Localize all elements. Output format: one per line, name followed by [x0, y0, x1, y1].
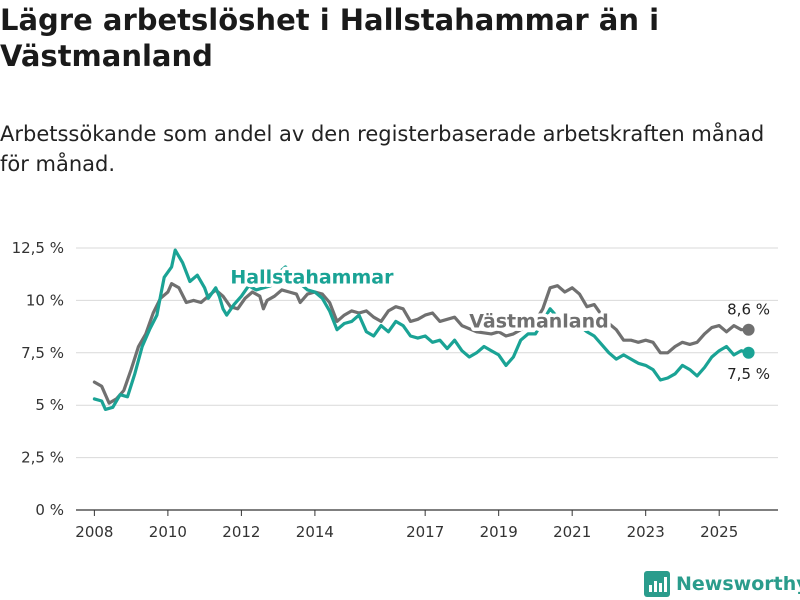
series-label-hallstahammar: Hallstahammar [230, 267, 394, 289]
y-tick-label: 12,5 % [12, 239, 64, 257]
x-tick-label: 2021 [553, 523, 591, 541]
end-dot-hallstahammar [742, 346, 755, 359]
series-label-halo: Västmanland [469, 311, 609, 333]
x-tick-label: 2025 [700, 523, 738, 541]
x-tick-label: 2017 [406, 523, 444, 541]
x-tick-label: 2008 [75, 523, 113, 541]
series-line-västmanland [92, 282, 751, 405]
series-label-västmanland: Västmanland [469, 311, 609, 333]
brand-name: Newsworthy [676, 573, 800, 595]
end-value-label-västmanland: 8,6 % [727, 301, 770, 319]
y-tick-label: 10 % [26, 291, 64, 309]
end-value-label-hallstahammar: 7,5 % [727, 365, 770, 383]
x-tick-label: 2010 [149, 523, 187, 541]
x-tick-label: 2012 [222, 523, 260, 541]
y-tick-label: 0 % [35, 501, 64, 519]
y-tick-label: 2,5 % [21, 449, 64, 467]
x-tick-label: 2019 [480, 523, 518, 541]
end-dot-västmanland [742, 323, 755, 336]
y-tick-label: 7,5 % [21, 344, 64, 362]
y-tick-label: 5 % [35, 396, 64, 414]
x-tick-label: 2023 [627, 523, 665, 541]
x-tick-label: 2014 [296, 523, 334, 541]
brand-logo: Newsworthy [644, 570, 800, 598]
newsworthy-logo-icon [644, 571, 670, 597]
chart-subtitle: Arbetssökande som andel av den registerb… [0, 122, 765, 176]
chart-title: Lägre arbetslöshet i Hallstahammar än i … [0, 3, 660, 73]
series-label-halo: Hallstahammar [230, 267, 394, 289]
series-line-hallstahammar [92, 248, 751, 411]
